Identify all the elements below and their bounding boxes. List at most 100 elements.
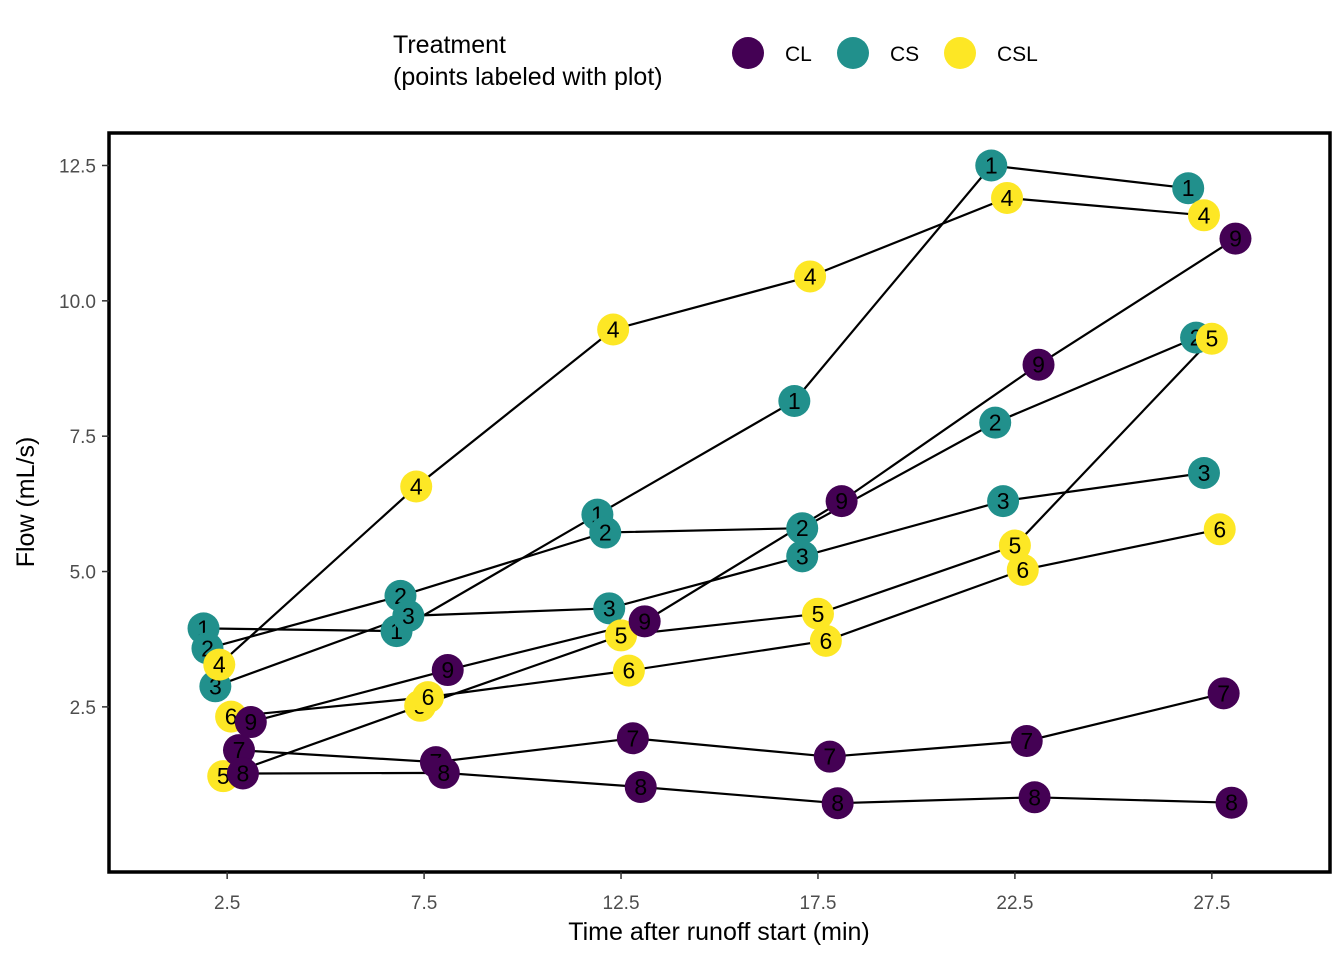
point-label-plot-9: 9: [244, 709, 257, 735]
point-plot-3: [987, 485, 1020, 518]
point-plot-7: [616, 722, 649, 755]
point-label-plot-7: 7: [823, 744, 836, 770]
series-line-plot-2: [207, 336, 1197, 650]
point-plot-8: [427, 756, 460, 789]
legend-title-line-2: (points labeled with plot): [393, 63, 663, 91]
point-plot-6: [612, 654, 645, 687]
point-label-plot-6: 6: [1016, 557, 1029, 583]
plot-border: [107, 131, 1332, 874]
point-label-plot-1: 1: [788, 388, 801, 414]
point-label-plot-5: 5: [217, 763, 230, 789]
point-label-plot-6: 6: [623, 658, 636, 684]
point-plot-1: [778, 384, 811, 417]
point-plot-6: [1203, 513, 1236, 546]
point-plot-2: [786, 512, 819, 545]
point-plot-4: [1187, 199, 1220, 232]
point-plot-9: [628, 605, 661, 638]
point-plot-5: [1195, 322, 1228, 355]
point-label-plot-9: 9: [1032, 352, 1045, 378]
point-label-plot-8: 8: [634, 774, 647, 800]
point-plot-4: [400, 470, 433, 503]
point-label-plot-6: 6: [422, 684, 435, 710]
y-tick-label: 7.5: [70, 427, 96, 448]
point-label-plot-2: 2: [599, 520, 612, 546]
point-plot-9: [431, 654, 464, 687]
series-line-plot-8: [242, 771, 1232, 805]
data-points: 1111112222223333334444445555556666667777…: [187, 149, 1252, 820]
point-plot-1: [1172, 172, 1205, 205]
point-plot-9: [1219, 222, 1252, 255]
point-label-plot-8: 8: [1225, 790, 1238, 816]
point-plot-6: [412, 681, 445, 714]
point-plot-5: [605, 619, 638, 652]
point-plot-8: [226, 757, 259, 790]
point-label-plot-8: 8: [1028, 784, 1041, 810]
y-tick-label: 5.0: [70, 563, 96, 584]
point-plot-4: [794, 260, 827, 293]
legend-title-line-1: Treatment: [393, 31, 506, 59]
point-plot-9: [1022, 348, 1055, 381]
point-label-plot-3: 3: [603, 595, 616, 621]
point-label-plot-3: 3: [997, 488, 1010, 514]
point-label-plot-5: 5: [1009, 533, 1022, 559]
point-plot-3: [593, 592, 626, 625]
legend-keys: CL CS CSL: [732, 37, 1038, 69]
point-label-plot-7: 7: [1020, 728, 1033, 754]
x-tick-label: 22.5: [996, 893, 1033, 914]
point-plot-9: [825, 485, 858, 518]
point-plot-5: [998, 529, 1031, 562]
series-line-plot-5: [222, 337, 1213, 778]
point-plot-3: [1187, 456, 1220, 489]
point-plot-4: [991, 181, 1024, 214]
point-label-plot-2: 2: [989, 410, 1002, 436]
x-tick-label: 17.5: [799, 893, 836, 914]
point-label-plot-4: 4: [410, 474, 423, 500]
x-axis-title: Time after runoff start (min): [568, 918, 869, 946]
point-plot-4: [203, 648, 236, 681]
point-plot-7: [1010, 724, 1043, 757]
x-tick-label: 12.5: [603, 893, 640, 914]
point-plot-2: [979, 406, 1012, 439]
point-label-plot-3: 3: [1198, 460, 1211, 486]
series-lines: [203, 164, 1237, 805]
point-label-plot-8: 8: [831, 790, 844, 816]
point-plot-3: [786, 540, 819, 573]
series-line-plot-7: [238, 692, 1224, 764]
point-label-plot-8: 8: [237, 760, 250, 786]
series-line-plot-1: [203, 164, 1189, 633]
point-label-plot-6: 6: [819, 628, 832, 654]
y-tick-label: 2.5: [70, 698, 96, 719]
point-plot-7: [813, 740, 846, 773]
point-label-plot-9: 9: [1229, 226, 1242, 252]
y-axis: 2.5 5.0 7.5 10.0 12.5: [59, 156, 109, 719]
point-plot-6: [809, 624, 842, 657]
point-label-plot-7: 7: [1217, 680, 1230, 706]
point-plot-4: [597, 313, 630, 346]
point-label-plot-9: 9: [441, 657, 454, 683]
legend-label-csl: CSL: [997, 43, 1038, 66]
point-label-plot-5: 5: [615, 622, 628, 648]
point-plot-8: [1215, 786, 1248, 819]
point-label-plot-1: 1: [1182, 175, 1195, 201]
legend-key-cl: [732, 37, 764, 69]
point-label-plot-3: 3: [796, 543, 809, 569]
point-label-plot-5: 5: [1205, 326, 1218, 352]
point-plot-9: [234, 706, 267, 739]
x-tick-label: 2.5: [214, 893, 240, 914]
point-label-plot-3: 3: [402, 603, 415, 629]
point-label-plot-7: 7: [233, 737, 246, 763]
point-plot-2: [589, 516, 622, 549]
point-label-plot-6: 6: [1213, 516, 1226, 542]
point-label-plot-4: 4: [804, 263, 817, 289]
point-label-plot-9: 9: [638, 608, 651, 634]
point-plot-8: [624, 771, 657, 804]
point-plot-7: [1207, 677, 1240, 710]
x-axis: 2.5 7.5 12.5 17.5 22.5 27.5: [214, 872, 1230, 914]
plot-area: 1111112222223333334444445555556666667777…: [107, 131, 1332, 874]
x-tick-label: 27.5: [1193, 893, 1230, 914]
point-plot-5: [801, 597, 834, 630]
y-axis-title: Flow (mL/s): [12, 437, 40, 568]
legend-label-cl: CL: [785, 43, 812, 66]
point-plot-6: [1006, 553, 1039, 586]
